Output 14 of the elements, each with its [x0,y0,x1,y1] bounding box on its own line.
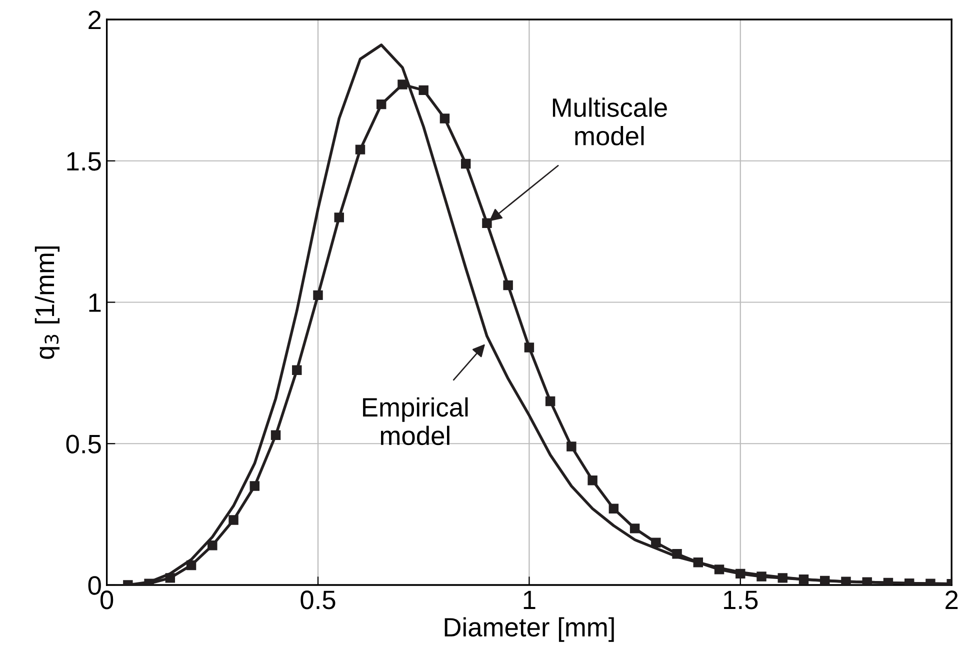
y-tick-label: 0.5 [66,434,101,454]
y-tick-label: 1 [89,294,101,312]
x-tick-label: 0 [100,590,114,610]
x-tick-label: 0.5 [300,590,336,610]
x-tick-label: 1.5 [724,590,758,610]
y-tick-label: 1.5 [67,152,101,171]
x-tick-label: 2 [946,590,958,609]
y-axis-title: q$_{3}$ [1/mm] [34,246,60,359]
y-tick-label: 0 [88,576,101,595]
x-tick-label: 1 [524,590,536,609]
x-axis-title: Diameter [mm] [444,617,614,642]
y-tick-label: 2 [88,10,101,30]
annotation: Empirical model [363,397,468,446]
annotation: Multiscale model [552,98,667,146]
